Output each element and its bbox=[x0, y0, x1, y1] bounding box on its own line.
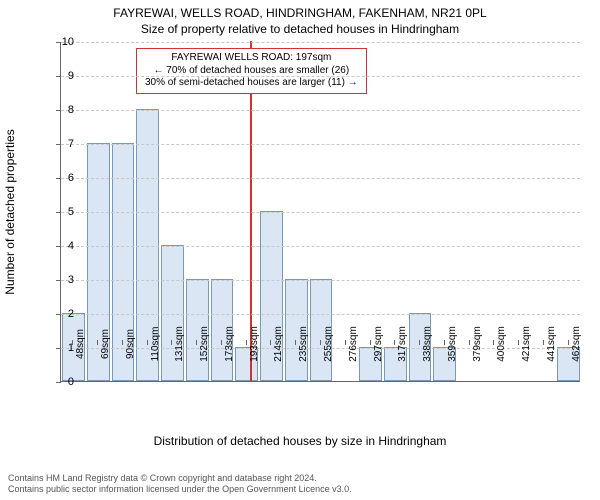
ytick-label: 10 bbox=[44, 36, 74, 48]
xtick-label: 276sqm bbox=[348, 326, 359, 362]
x-axis-label: Distribution of detached houses by size … bbox=[0, 434, 600, 448]
xtick-label: 69sqm bbox=[100, 329, 111, 359]
xtick-mark bbox=[394, 340, 395, 345]
ytick-label: 7 bbox=[44, 138, 74, 150]
gridline bbox=[61, 280, 580, 281]
xtick-mark bbox=[122, 340, 123, 345]
xtick-label: 462sqm bbox=[571, 326, 582, 362]
annotation-box: FAYREWAI WELLS ROAD: 197sqm ← 70% of det… bbox=[136, 48, 367, 94]
xtick-label: 235sqm bbox=[298, 326, 309, 362]
ytick-label: 8 bbox=[44, 104, 74, 116]
gridline bbox=[61, 42, 580, 43]
xtick-label: 338sqm bbox=[422, 326, 433, 362]
xtick-label: 255sqm bbox=[323, 326, 334, 362]
xtick-mark bbox=[320, 340, 321, 345]
annotation-line3: 30% of semi-detached houses are larger (… bbox=[145, 77, 358, 90]
ytick-label: 3 bbox=[44, 274, 74, 286]
xtick-label: 317sqm bbox=[397, 326, 408, 362]
xtick-mark bbox=[171, 340, 172, 345]
gridline bbox=[61, 178, 580, 179]
footer-line2: Contains public sector information licen… bbox=[8, 484, 352, 496]
footer-line1: Contains HM Land Registry data © Crown c… bbox=[8, 473, 352, 485]
xtick-mark bbox=[97, 340, 98, 345]
gridline bbox=[61, 212, 580, 213]
xtick-label: 193sqm bbox=[249, 326, 260, 362]
xtick-mark bbox=[345, 340, 346, 345]
gridline bbox=[61, 246, 580, 247]
xtick-mark bbox=[469, 340, 470, 345]
xtick-mark bbox=[444, 340, 445, 345]
xtick-mark bbox=[543, 340, 544, 345]
xtick-mark bbox=[246, 340, 247, 345]
xtick-label: 173sqm bbox=[224, 326, 235, 362]
ytick-label: 2 bbox=[44, 308, 74, 320]
xtick-mark bbox=[270, 340, 271, 345]
xtick-label: 400sqm bbox=[496, 326, 507, 362]
y-axis-label: Number of detached properties bbox=[3, 129, 17, 294]
xtick-mark bbox=[493, 340, 494, 345]
xtick-label: 421sqm bbox=[521, 326, 532, 362]
xtick-label: 48sqm bbox=[75, 329, 86, 359]
xtick-label: 152sqm bbox=[199, 326, 210, 362]
xtick-label: 359sqm bbox=[447, 326, 458, 362]
ytick-label: 6 bbox=[44, 172, 74, 184]
xtick-label: 214sqm bbox=[273, 326, 284, 362]
xtick-mark bbox=[568, 340, 569, 345]
xtick-label: 90sqm bbox=[125, 329, 136, 359]
gridline bbox=[61, 314, 580, 315]
ytick-label: 0 bbox=[44, 376, 74, 388]
xtick-mark bbox=[147, 340, 148, 345]
xtick-mark bbox=[295, 340, 296, 345]
xtick-mark bbox=[518, 340, 519, 345]
chart-title-line1: FAYREWAI, WELLS ROAD, HINDRINGHAM, FAKEN… bbox=[0, 6, 600, 20]
xtick-label: 441sqm bbox=[546, 326, 557, 362]
xtick-label: 131sqm bbox=[174, 326, 185, 362]
footer-attribution: Contains HM Land Registry data © Crown c… bbox=[8, 473, 352, 496]
ytick-label: 1 bbox=[44, 342, 74, 354]
xtick-mark bbox=[370, 340, 371, 345]
annotation-line1: FAYREWAI WELLS ROAD: 197sqm bbox=[145, 52, 358, 65]
gridline bbox=[61, 110, 580, 111]
ytick-label: 4 bbox=[44, 240, 74, 252]
xtick-mark bbox=[221, 340, 222, 345]
xtick-mark bbox=[72, 340, 73, 345]
gridline bbox=[61, 144, 580, 145]
ytick-label: 5 bbox=[44, 206, 74, 218]
xtick-mark bbox=[196, 340, 197, 345]
xtick-mark bbox=[419, 340, 420, 345]
gridline bbox=[61, 76, 580, 77]
ytick-label: 9 bbox=[44, 70, 74, 82]
xtick-label: 379sqm bbox=[472, 326, 483, 362]
xtick-label: 297sqm bbox=[373, 326, 384, 362]
chart-title-line2: Size of property relative to detached ho… bbox=[0, 22, 600, 36]
xtick-label: 110sqm bbox=[150, 327, 161, 362]
